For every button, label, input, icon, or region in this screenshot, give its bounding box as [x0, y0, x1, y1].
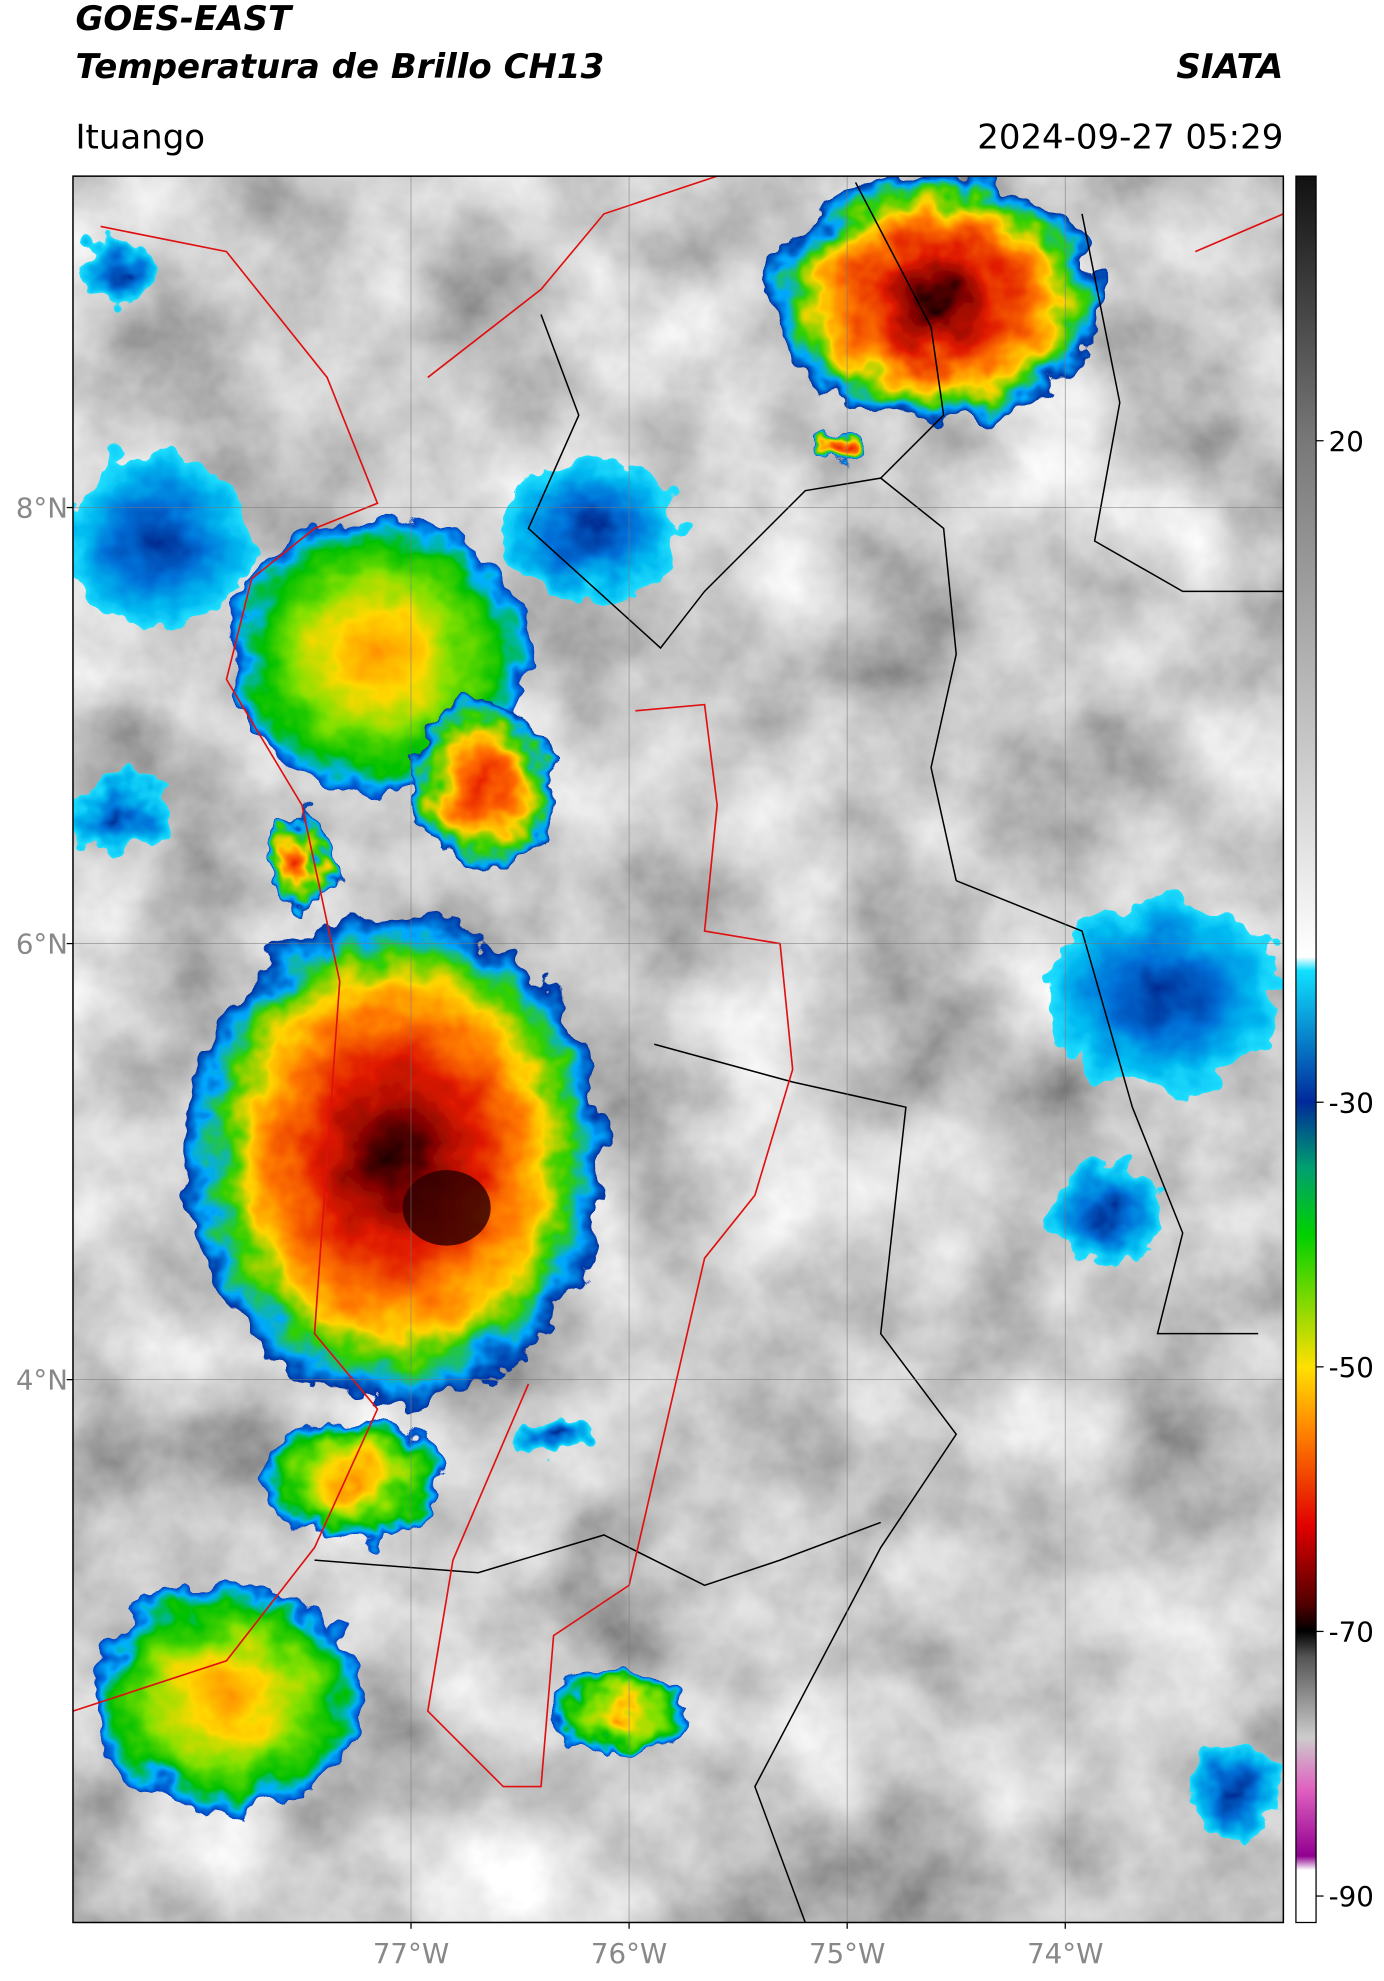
storm: [267, 817, 331, 906]
colorbar-tick-label: -50: [1329, 1351, 1374, 1384]
admin-borders: [314, 182, 1284, 1923]
colorbar: [1295, 175, 1317, 1924]
colorbar-ticks: 20 -30 -50 -70 -90: [1316, 425, 1374, 1913]
storm: [188, 912, 604, 1403]
map-area: [72, 176, 1284, 1923]
storm: [773, 176, 1101, 426]
graticule: [72, 176, 1284, 1923]
colorbar-tick-label: -30: [1329, 1086, 1374, 1119]
cloud-cell: [1044, 1163, 1171, 1265]
border: [426, 703, 794, 1788]
storm: [822, 425, 859, 461]
x-tick-label: 74°W: [1027, 1937, 1103, 1970]
cloud-tops: [72, 176, 1284, 1844]
storm: [88, 1585, 365, 1812]
colorbar-tick-label: -70: [1329, 1616, 1374, 1649]
map-frame: [72, 175, 1285, 1924]
cloud-cell: [72, 452, 252, 630]
cloud-cell: [72, 780, 170, 856]
source: SIATA: [1176, 47, 1283, 87]
storm-core: [402, 1170, 491, 1246]
datetime: 2024-09-27 05:29: [977, 117, 1283, 157]
border: [955, 880, 1259, 1335]
border: [1194, 213, 1284, 253]
axis-ticks: 77°W 76°W 75°W 74°W 8°N 6°N 4°N: [16, 492, 1104, 1970]
cloud-cell: [1188, 1742, 1278, 1844]
subtitle: Temperatura de Brillo CH13: [75, 47, 604, 87]
border: [854, 182, 945, 479]
cloud-cell: [81, 239, 158, 302]
border: [1081, 213, 1284, 593]
x-tick-label: 76°W: [591, 1937, 667, 1970]
y-tick-label: 6°N: [16, 928, 68, 961]
colorbar-tick-label: 20: [1329, 425, 1364, 458]
border: [654, 1043, 958, 1923]
border: [527, 314, 957, 881]
location: Ituango: [75, 117, 205, 157]
x-tick-label: 75°W: [809, 1937, 885, 1970]
x-tick-label: 77°W: [373, 1937, 449, 1970]
country-borders: [72, 176, 1284, 1788]
cloud-cell: [522, 1411, 586, 1457]
storm: [415, 698, 554, 875]
border: [72, 225, 379, 1712]
storm: [553, 1667, 692, 1756]
cloud-cell: [503, 459, 680, 598]
cloud-cell: [1044, 899, 1284, 1089]
y-tick-label: 4°N: [16, 1364, 68, 1397]
colorbar-tick-label: -90: [1329, 1880, 1374, 1913]
border: [427, 176, 718, 379]
y-tick-label: 8°N: [16, 492, 68, 525]
storm: [257, 1415, 447, 1542]
title: GOES-EAST: [75, 0, 293, 39]
